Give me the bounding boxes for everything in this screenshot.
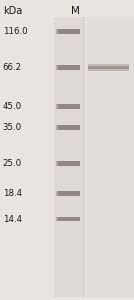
Text: 18.4: 18.4: [3, 189, 22, 198]
Text: 116.0: 116.0: [3, 27, 27, 36]
Bar: [56, 65, 80, 70]
Bar: [56, 29, 80, 34]
Text: kDa: kDa: [3, 5, 22, 16]
Bar: [83, 16, 134, 297]
Bar: [56, 65, 58, 70]
Text: 14.4: 14.4: [3, 214, 22, 224]
Bar: [56, 104, 58, 109]
Bar: [56, 161, 80, 166]
Text: 45.0: 45.0: [3, 102, 22, 111]
Text: 66.2: 66.2: [3, 63, 22, 72]
Bar: [56, 125, 80, 130]
Bar: [56, 104, 80, 109]
Bar: [56, 125, 58, 130]
Text: M: M: [71, 5, 79, 16]
Bar: [54, 16, 134, 297]
Bar: [56, 217, 58, 221]
Bar: [56, 191, 80, 196]
Bar: [88, 69, 129, 71]
Text: 25.0: 25.0: [3, 159, 22, 168]
Bar: [88, 64, 129, 66]
Bar: [56, 191, 58, 196]
Bar: [56, 29, 58, 34]
Text: 35.0: 35.0: [3, 123, 22, 132]
Bar: [88, 64, 129, 71]
Bar: [56, 217, 80, 221]
Bar: [56, 161, 58, 166]
